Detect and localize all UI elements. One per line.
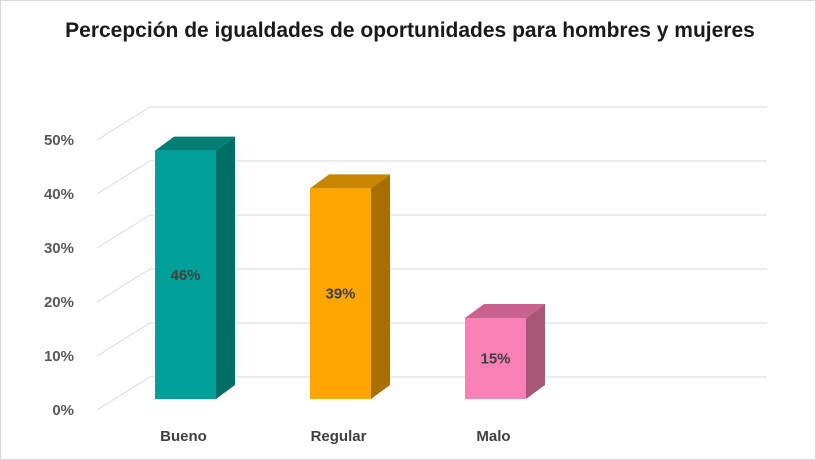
x-axis-labels: Bueno Regular Malo	[160, 428, 510, 445]
bar-top	[310, 174, 390, 189]
gridline-depth	[96, 322, 151, 357]
x-category-label: Bueno	[160, 428, 207, 445]
gridlines	[96, 106, 767, 411]
bar-side	[526, 304, 545, 399]
bar-regular: 39%	[310, 174, 390, 399]
chart-title: Percepción de igualdades de oportunidade…	[65, 19, 755, 42]
y-tick-label: 40%	[44, 186, 74, 203]
bar-side	[216, 136, 235, 399]
y-tick-label: 50%	[44, 132, 74, 149]
bar-top	[465, 304, 545, 318]
bar-front	[155, 150, 216, 399]
bar-front	[310, 188, 371, 399]
bar-malo: 15%	[465, 304, 545, 399]
bar-top	[155, 136, 235, 151]
gridline-depth	[96, 106, 151, 141]
bars: 46% 39% 15%	[155, 136, 545, 399]
data-label: 39%	[325, 286, 355, 303]
y-tick-label: 0%	[52, 402, 74, 419]
data-label: 46%	[170, 267, 200, 284]
gridline-depth	[96, 214, 151, 249]
x-category-label: Malo	[476, 428, 510, 445]
y-tick-label: 10%	[44, 348, 74, 365]
gridline-depth	[96, 268, 151, 303]
y-tick-label: 30%	[44, 240, 74, 257]
gridline-depth	[96, 160, 151, 195]
bar-front	[465, 318, 526, 399]
y-tick-label: 20%	[44, 294, 74, 311]
bar-side	[371, 174, 390, 399]
x-category-label: Regular	[311, 428, 367, 445]
y-axis-ticks: 0% 10% 20% 30% 40% 50%	[44, 132, 74, 419]
bar-bueno: 46%	[155, 136, 235, 399]
data-label: 15%	[480, 351, 510, 368]
gridline-depth	[96, 376, 151, 411]
